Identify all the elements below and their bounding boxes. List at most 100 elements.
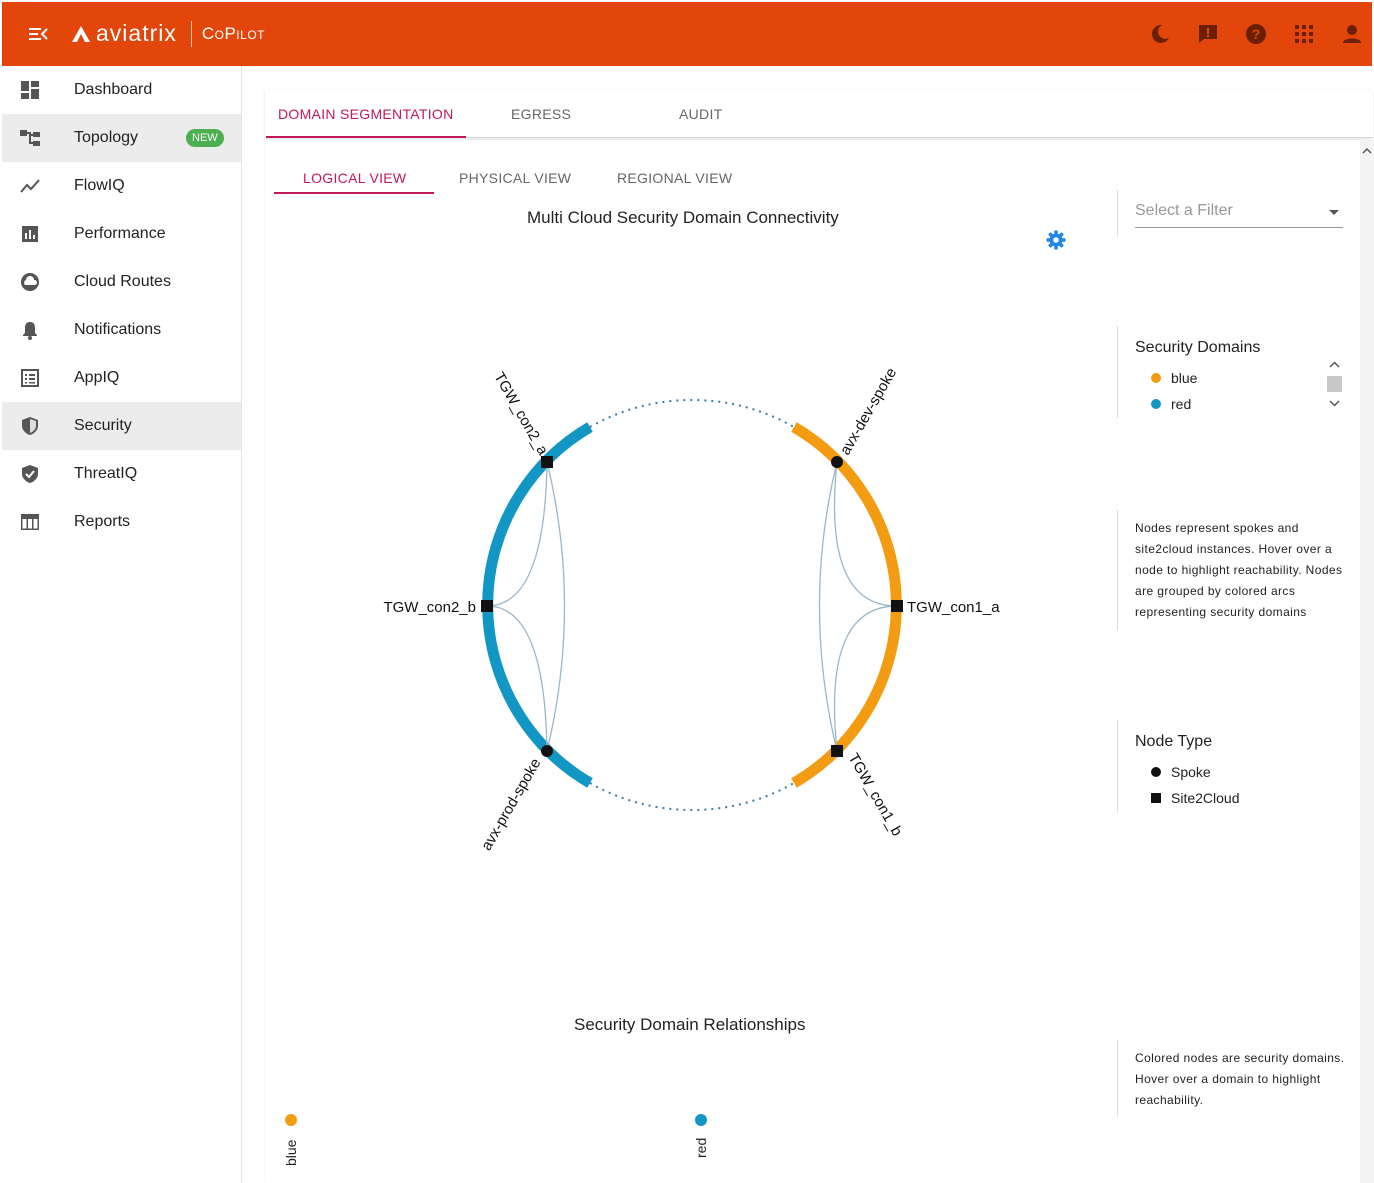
sidebar-item-label: FlowIQ: [74, 177, 125, 194]
node-type-title: Node Type: [1135, 733, 1213, 750]
legend-item-red[interactable]: red: [1151, 396, 1191, 412]
domain-label-red: red: [693, 1137, 709, 1158]
legend-dot: [1151, 373, 1161, 383]
sidebar-item-label: Topology: [74, 129, 139, 146]
filter-select[interactable]: Select a Filter: [1135, 196, 1343, 228]
link: [833, 605, 898, 752]
domain-gap-top: [589, 398, 795, 428]
sidebar-item-label: Security: [74, 417, 132, 434]
help-icon[interactable]: ?: [1244, 22, 1268, 46]
help-divider: [1117, 510, 1118, 630]
tab-audit[interactable]: AUDIT: [679, 106, 723, 122]
legend-label: red: [1171, 396, 1192, 412]
node-label: TGW_con2_b: [383, 599, 476, 616]
link: [486, 461, 548, 607]
menu-collapse-icon[interactable]: [28, 24, 48, 44]
filter-divider: [1117, 190, 1118, 236]
node-label: TGW_con1_a: [907, 599, 1000, 616]
tab-regional-view[interactable]: REGIONAL VIEW: [617, 170, 733, 186]
dashboard-icon: [21, 81, 39, 99]
sidebar-item-topology[interactable]: Topology NEW: [2, 114, 241, 162]
table-icon: [21, 514, 39, 530]
sidebar-item-security[interactable]: Security: [2, 402, 241, 450]
site2cloud-legend-icon: [1151, 793, 1161, 803]
feedback-icon[interactable]: [1196, 22, 1220, 46]
sidebar-item-cloud-routes[interactable]: Cloud Routes: [2, 258, 241, 306]
tab-egress[interactable]: EGRESS: [511, 106, 572, 122]
chevron-down-icon[interactable]: [1329, 210, 1339, 215]
domains-divider: [1117, 326, 1118, 418]
sidebar-item-appiq[interactable]: AppIQ: [2, 354, 241, 402]
tab-logical-view[interactable]: LOGICAL VIEW: [303, 170, 407, 186]
site2cloud-node[interactable]: [541, 456, 553, 468]
domain-node-blue[interactable]: [285, 1114, 297, 1126]
top-bar: aviatrix CoPilot ?: [2, 2, 1372, 66]
new-badge: NEW: [186, 129, 224, 147]
legend-item-spoke: Spoke: [1151, 764, 1211, 780]
legend-label: Site2Cloud: [1171, 790, 1240, 806]
legend-scrollbar[interactable]: [1326, 358, 1343, 410]
link: [486, 605, 548, 752]
tab-domain-segmentation[interactable]: DOMAIN SEGMENTATION: [266, 90, 466, 138]
node-label: TGW_con2_a: [490, 369, 551, 458]
sidebar-item-threatiq[interactable]: ThreatIQ: [2, 450, 241, 498]
header-actions: ?: [1148, 22, 1364, 46]
brand-divider: [190, 20, 192, 47]
apps-grid-icon[interactable]: [1292, 22, 1316, 46]
connectivity-diagram: TGW_con2_a TGW_con2_b avx-prod-spoke avx…: [383, 365, 1000, 854]
topology-icon: [20, 130, 40, 146]
domain-arc-red: [482, 422, 593, 788]
bell-icon: [23, 322, 37, 340]
page-scrollbar[interactable]: [1360, 140, 1374, 1183]
main-tabs: DOMAIN SEGMENTATION EGRESS AUDIT: [265, 90, 1373, 138]
appiq-icon: [21, 369, 39, 387]
content-panel: [265, 140, 1360, 1183]
node-label: avx-dev-spoke: [837, 365, 900, 458]
spoke-node[interactable]: [831, 456, 843, 468]
filter-placeholder: Select a Filter: [1135, 202, 1233, 219]
node-label: avx-prod-spoke: [478, 756, 544, 854]
sidebar-item-label: ThreatIQ: [74, 465, 138, 482]
gear-icon[interactable]: [1046, 230, 1066, 250]
tab-physical-view[interactable]: PHYSICAL VIEW: [459, 170, 572, 186]
sidebar-item-reports[interactable]: Reports: [2, 498, 241, 546]
legend-item-blue[interactable]: blue: [1151, 370, 1197, 386]
legend-label: blue: [1171, 370, 1198, 386]
spoke-node[interactable]: [541, 745, 553, 757]
node-label: TGW_con1_b: [845, 751, 906, 840]
domain-gap-bottom: [589, 782, 795, 812]
security-domains-title: Security Domains: [1135, 339, 1261, 356]
domain-label-blue: blue: [283, 1139, 299, 1166]
domain-node-red[interactable]: [695, 1114, 707, 1126]
performance-icon: [22, 226, 38, 242]
relationships-title: Security Domain Relationships: [574, 1015, 806, 1034]
sidebar-item-label: AppIQ: [74, 369, 120, 386]
spoke-legend-icon: [1151, 767, 1161, 777]
scroll-up-icon[interactable]: [1362, 146, 1372, 156]
product-name: CoPilot: [201, 23, 265, 43]
legend-label: Spoke: [1171, 764, 1211, 780]
aviatrix-logo-icon: [72, 25, 90, 42]
relationships-help-text: Colored nodes are security domains. Hove…: [1135, 1051, 1345, 1107]
cloud-icon: [21, 273, 39, 291]
flowiq-icon: [20, 179, 40, 193]
brand[interactable]: aviatrix CoPilot: [70, 20, 265, 47]
sidebar-item-dashboard[interactable]: Dashboard: [2, 66, 241, 114]
site2cloud-node[interactable]: [831, 745, 843, 757]
user-icon[interactable]: [1340, 22, 1364, 46]
sidebar-item-label: Reports: [74, 513, 131, 530]
sidebar-item-label: Notifications: [74, 321, 162, 338]
sidebar-item-label: Performance: [74, 225, 166, 242]
moon-icon[interactable]: [1148, 22, 1172, 46]
sidebar-item-performance[interactable]: Performance: [2, 210, 241, 258]
site2cloud-node[interactable]: [481, 600, 493, 612]
legend-item-site2cloud: Site2Cloud: [1151, 790, 1240, 806]
shield-check-icon: [22, 465, 38, 483]
sidebar: Dashboard Topology NEW FlowIQ Performanc…: [2, 66, 242, 1183]
sidebar-item-flowiq[interactable]: FlowIQ: [2, 162, 241, 210]
link: [546, 461, 566, 752]
domain-arc-blue: [791, 422, 902, 788]
site2cloud-node[interactable]: [891, 600, 903, 612]
sidebar-item-notifications[interactable]: Notifications: [2, 306, 241, 354]
nodes-help-text: Nodes represent spokes and site2cloud in…: [1135, 521, 1343, 619]
